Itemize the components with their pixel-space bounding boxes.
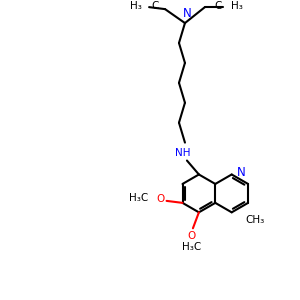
- Text: H₃C: H₃C: [129, 193, 148, 203]
- Text: CH₃: CH₃: [246, 215, 265, 225]
- Text: C: C: [214, 1, 222, 11]
- Text: H₃: H₃: [130, 1, 142, 11]
- Text: N: N: [237, 166, 245, 179]
- Text: H₃C: H₃C: [182, 242, 202, 252]
- Text: N: N: [183, 7, 191, 20]
- Text: H₃: H₃: [231, 1, 243, 11]
- Text: O: O: [188, 231, 196, 241]
- Text: C: C: [151, 1, 158, 11]
- Text: NH: NH: [175, 148, 191, 158]
- Text: O: O: [156, 194, 165, 204]
